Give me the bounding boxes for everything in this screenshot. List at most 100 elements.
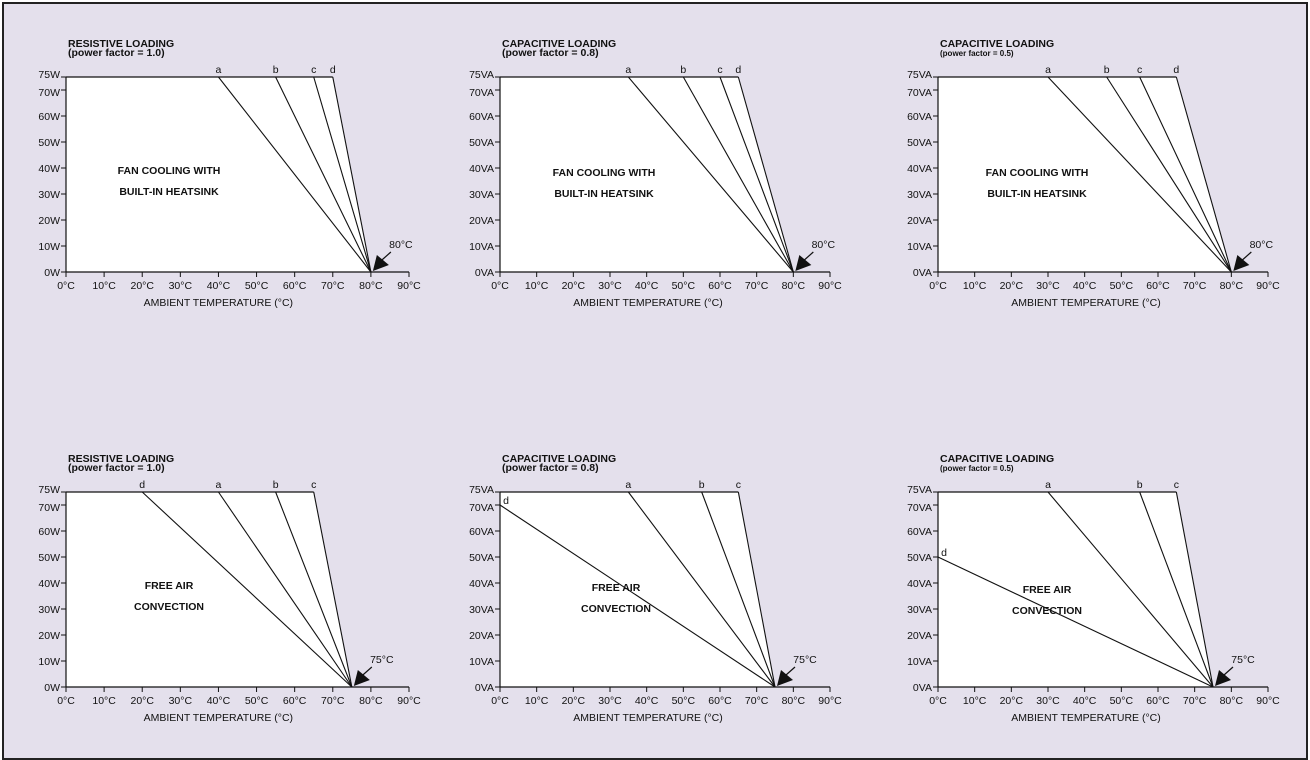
y-tick-label: 75W — [38, 69, 60, 81]
x-tick-label: 0°C — [491, 280, 509, 292]
x-axis-title: AMBIENT TEMPERATURE (°C) — [573, 297, 722, 309]
chart-title: CAPACITIVE LOADING — [940, 38, 1054, 50]
y-tick-label: 0VA — [913, 267, 932, 279]
region-annotation: BUILT-IN HEATSINK — [987, 188, 1087, 200]
x-tick-label: 20°C — [562, 280, 586, 292]
y-tick-label: 60W — [38, 111, 60, 123]
y-tick-label: 60VA — [907, 526, 932, 538]
y-tick-label: 10W — [38, 656, 60, 668]
x-axis-title: AMBIENT TEMPERATURE (°C) — [144, 297, 293, 309]
chart-3: CAPACITIVE LOADING(power factor = 0.5) 0V… — [907, 38, 1280, 309]
x-tick-label: 70°C — [321, 280, 345, 292]
curve-a — [1047, 76, 1232, 273]
derating-charts: RESISTIVE LOADING(power factor = 1.0)0W1… — [38, 38, 1280, 724]
y-tick-label: 40W — [38, 163, 60, 175]
x-tick-label: 80°C — [1220, 280, 1244, 292]
safe-region — [500, 492, 775, 687]
y-tick-label: 0W — [44, 267, 60, 279]
x-tick-label: 40°C — [1073, 280, 1097, 292]
x-tick-label: 0°C — [57, 280, 75, 292]
x-tick-label: 50°C — [1110, 695, 1134, 707]
curve-a — [217, 491, 353, 688]
curve-label-a: a — [1045, 64, 1051, 76]
curve-label-d: d — [1173, 64, 1179, 76]
chart-subtitle: (power factor = 0.5) — [940, 49, 1014, 58]
y-tick-label: 40VA — [907, 163, 932, 175]
chart-subtitle: (power factor = 1.0) — [68, 47, 165, 59]
curve-label-a: a — [216, 64, 222, 76]
x-tick-label: 20°C — [130, 280, 154, 292]
curve-label-d: d — [941, 547, 947, 559]
limit-temp-label: 80°C — [1250, 239, 1274, 251]
y-tick-label: 0VA — [913, 682, 932, 694]
x-axis-title: AMBIENT TEMPERATURE (°C) — [1011, 297, 1160, 309]
curve-d — [332, 76, 372, 273]
safe-region — [938, 77, 1232, 272]
chart-subtitle: (power factor = 0.5) — [940, 464, 1014, 473]
y-tick-label: 50W — [38, 137, 60, 149]
x-tick-label: 20°C — [1000, 695, 1024, 707]
curve-b — [275, 491, 353, 688]
limit-temp-label: 80°C — [812, 239, 836, 251]
x-tick-label: 60°C — [708, 280, 732, 292]
y-tick-label: 20VA — [907, 630, 932, 642]
y-tick-label: 20VA — [469, 215, 494, 227]
safe-region — [938, 492, 1213, 687]
y-tick-label: 20W — [38, 215, 60, 227]
y-tick-label: 0VA — [475, 267, 494, 279]
y-tick-label: 40VA — [469, 163, 494, 175]
y-tick-label: 60W — [38, 526, 60, 538]
x-tick-label: 80°C — [359, 280, 383, 292]
limit-arrow — [372, 251, 392, 271]
x-tick-label: 90°C — [397, 280, 421, 292]
curve-label-c: c — [736, 479, 741, 491]
x-tick-label: 0°C — [57, 695, 75, 707]
x-tick-label: 50°C — [1110, 280, 1134, 292]
x-tick-label: 20°C — [130, 695, 154, 707]
curve-c — [719, 76, 794, 273]
y-tick-label: 10VA — [907, 656, 932, 668]
y-tick-label: 75VA — [469, 484, 494, 496]
y-tick-label: 70VA — [907, 87, 932, 99]
y-tick-label: 50W — [38, 552, 60, 564]
y-tick-label: 10VA — [469, 656, 494, 668]
x-tick-label: 50°C — [245, 695, 269, 707]
curve-a — [627, 76, 794, 273]
y-tick-label: 20VA — [469, 630, 494, 642]
x-tick-label: 10°C — [92, 695, 116, 707]
limit-temp-label: 75°C — [793, 654, 817, 666]
x-tick-label: 30°C — [598, 280, 622, 292]
y-tick-label: 60VA — [469, 111, 494, 123]
limit-temp-label: 75°C — [1231, 654, 1255, 666]
limit-arrow — [777, 666, 796, 686]
curve-c — [313, 76, 372, 273]
x-tick-label: 30°C — [1036, 280, 1060, 292]
chart-title: CAPACITIVE LOADING — [940, 453, 1054, 465]
limit-arrow — [1233, 251, 1252, 271]
x-tick-label: 60°C — [1146, 695, 1170, 707]
safe-region — [500, 77, 794, 272]
y-tick-label: 20VA — [907, 215, 932, 227]
curve-c — [313, 491, 353, 688]
x-tick-label: 60°C — [1146, 280, 1170, 292]
region-annotation: FREE AIR — [592, 582, 641, 594]
curve-label-b: b — [273, 64, 279, 76]
chart-2: CAPACITIVE LOADING(power factor = 0.8) 0V… — [469, 38, 842, 309]
y-tick-label: 75VA — [469, 69, 494, 81]
chart-5: CAPACITIVE LOADING(power factor = 0.8) 0V… — [469, 453, 842, 724]
chart-title: CAPACITIVE LOADING — [502, 38, 616, 50]
x-tick-label: 80°C — [782, 280, 806, 292]
y-tick-label: 40VA — [907, 578, 932, 590]
x-tick-label: 70°C — [321, 695, 345, 707]
y-tick-label: 10VA — [469, 241, 494, 253]
y-tick-label: 70VA — [907, 502, 932, 514]
chart-subtitle: (power factor = 0.8) — [502, 47, 599, 59]
x-tick-label: 90°C — [818, 695, 842, 707]
curve-label-b: b — [680, 64, 686, 76]
y-tick-label: 50VA — [469, 137, 494, 149]
chart-subtitle: (power factor = 0.8) — [502, 462, 599, 474]
x-tick-label: 60°C — [708, 695, 732, 707]
y-tick-label: 30W — [38, 604, 60, 616]
y-tick-label: 40W — [38, 578, 60, 590]
